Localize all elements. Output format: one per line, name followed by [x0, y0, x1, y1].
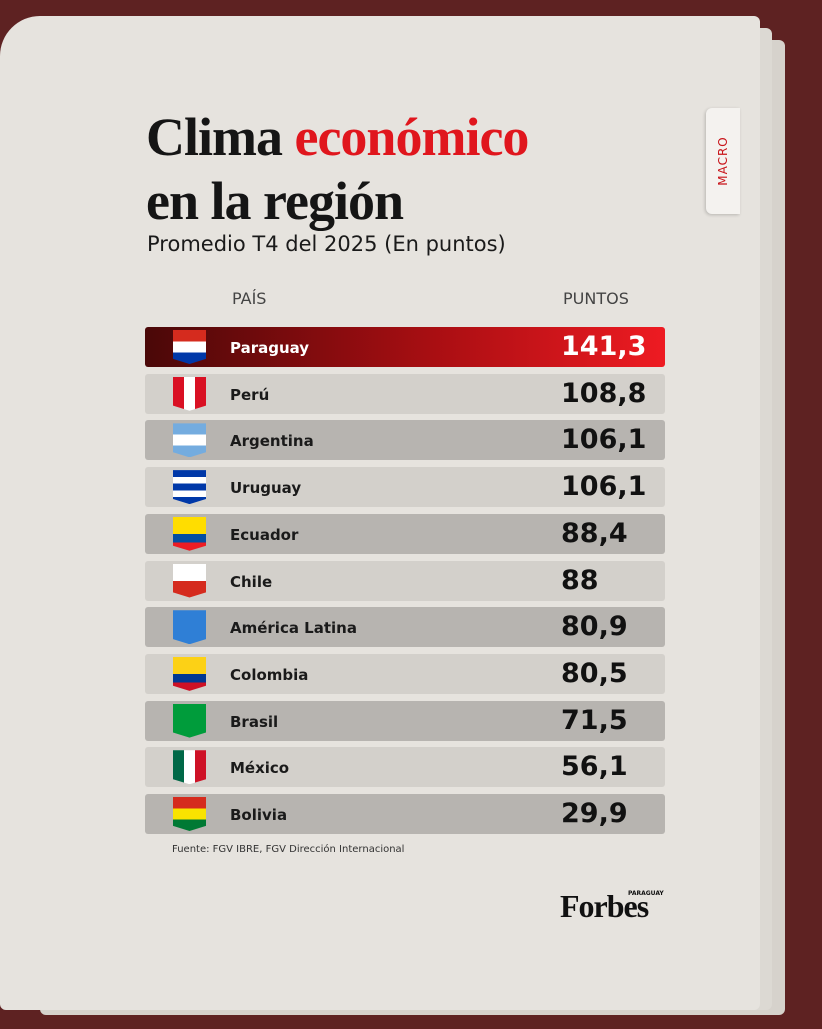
flag	[173, 330, 206, 364]
brand: Forbes	[560, 888, 649, 924]
title-highlight: económico	[294, 107, 530, 167]
table-row: Colombia 80,5	[145, 653, 665, 694]
table-row: América Latina 80,9	[145, 607, 665, 648]
country-name: Perú	[230, 385, 270, 404]
points-value: 88	[561, 564, 599, 596]
table-row: Uruguay 106,1	[145, 467, 665, 508]
table-row: Argentina 106,1	[145, 420, 665, 461]
country-name: América Latina	[230, 619, 357, 638]
flag	[173, 750, 206, 785]
title: Clima económico	[146, 106, 530, 168]
source: Fuente: FGV IBRE, FGV Dirección Internac…	[172, 844, 405, 855]
flag	[173, 563, 206, 598]
title-start: Clima	[146, 107, 283, 167]
country-name: Paraguay	[230, 339, 310, 357]
tab-label: MACRO	[716, 136, 730, 186]
country-name: Uruguay	[230, 479, 302, 498]
flag	[173, 376, 206, 411]
table-row: Perú 108,8	[145, 373, 665, 414]
table-row: Paraguay 141,3	[145, 327, 665, 367]
column-header: PUNTOS	[563, 289, 629, 308]
points-value: 29,9	[561, 798, 628, 829]
title-line2: en la región	[146, 171, 404, 231]
country-name: Colombia	[230, 665, 309, 684]
country-name: Bolivia	[230, 806, 288, 824]
flag	[173, 610, 206, 645]
points-value: 56,1	[561, 751, 628, 783]
points-value: 141,3	[561, 331, 647, 362]
paper	[0, 16, 760, 1010]
flag	[173, 703, 206, 738]
points-value: 80,9	[561, 611, 628, 643]
country-name: México	[230, 759, 290, 778]
table-row: Bolivia 29,9	[145, 794, 665, 834]
country-name: Argentina	[230, 432, 314, 451]
table-row: Brasil 71,5	[145, 700, 665, 741]
flag	[173, 797, 206, 831]
flag	[173, 516, 206, 551]
points-value: 71,5	[561, 704, 628, 736]
brand-sub: PARAGUAY	[628, 890, 664, 897]
flag	[173, 423, 206, 458]
points-value: 106,1	[561, 471, 647, 503]
flag	[173, 470, 206, 505]
section-tab: MACRO	[706, 108, 740, 214]
points-value: 108,8	[561, 377, 647, 409]
subtitle: Promedio T4 del 2025 (En puntos)	[147, 232, 506, 256]
points-value: 106,1	[561, 424, 647, 456]
table-row: Chile 88	[145, 560, 665, 601]
table-row: Ecuador 88,4	[145, 513, 665, 554]
flag	[173, 656, 206, 691]
table-row: México 56,1	[145, 747, 665, 788]
country-name: Ecuador	[230, 525, 299, 544]
points-value: 88,4	[561, 517, 628, 549]
country-name: Brasil	[230, 712, 279, 731]
column-header: PAÍS	[232, 289, 267, 308]
country-name: Chile	[230, 572, 273, 591]
points-value: 80,5	[561, 657, 628, 689]
